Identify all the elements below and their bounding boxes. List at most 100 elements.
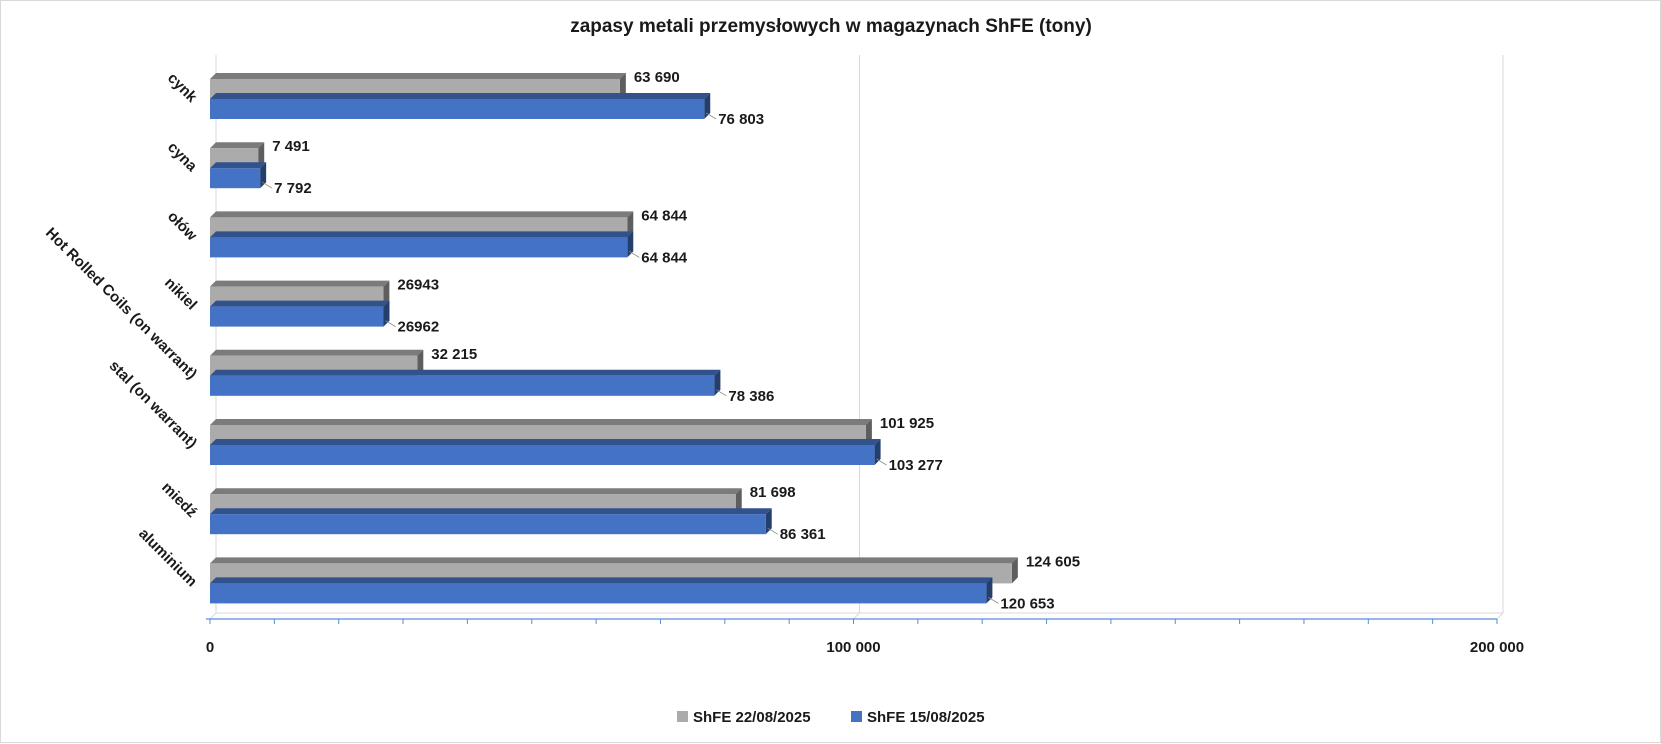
bar-side-face [627, 231, 634, 258]
bar-top-face [210, 93, 711, 99]
bar-olow-series-2 [210, 231, 634, 258]
data-label-leader [629, 251, 640, 258]
x-axis: 0 100 000 200 000 [206, 618, 1524, 656]
data-label: 26962 [398, 319, 440, 336]
bar-side-face [704, 93, 711, 119]
legend-label: ShFE 22/08/2025 [693, 709, 811, 726]
bar-cynk-series-2 [210, 93, 711, 119]
bar-front-face [210, 514, 766, 535]
data-label: 63 690 [634, 69, 680, 86]
bar-side-face [260, 162, 267, 189]
x-tick-label: 0 [206, 639, 214, 656]
bar-front-face [210, 237, 628, 258]
bar-front-face [210, 445, 875, 465]
data-label: 7 491 [272, 138, 310, 155]
bar-aluminium-series-2 [210, 577, 993, 604]
bar-hot-rolled-coils-on-warrant-series-2 [210, 369, 721, 396]
category-label: aluminium [135, 525, 200, 590]
chart-title: zapasy metali przemysłowych w magazynach… [570, 16, 1092, 37]
legend-item-1[interactable]: ShFE 22/08/2025 [677, 709, 811, 726]
bar-side-face [258, 142, 265, 169]
data-label: 86 361 [780, 526, 826, 543]
bar-front-face [210, 375, 715, 396]
bar-side-face [874, 439, 881, 465]
data-label: 64 844 [641, 207, 688, 224]
bar-top-face [210, 211, 634, 218]
data-label: 78 386 [728, 388, 774, 405]
bar-top-face [210, 349, 424, 356]
bar-top-face [210, 73, 626, 79]
data-label: 103 277 [889, 457, 943, 474]
data-label: 32 215 [431, 346, 477, 363]
data-label: 64 844 [641, 249, 688, 266]
bar-side-face [986, 577, 993, 604]
bar-top-face [210, 231, 634, 238]
gridline-floor [209, 612, 217, 620]
data-label: 124 605 [1026, 553, 1080, 570]
grid-layer [209, 55, 1504, 620]
bar-side-face [383, 300, 390, 327]
category-label: ołów [164, 208, 200, 244]
category-label: nikiel [161, 274, 200, 313]
bar-top-face [210, 162, 267, 169]
category-label: cynk [164, 70, 201, 107]
data-label-leader [716, 389, 727, 397]
bar-side-face [417, 349, 424, 376]
data-label: 76 803 [718, 111, 764, 128]
x-tick-label: 200 000 [1470, 639, 1524, 656]
category-label: miedź [158, 479, 200, 521]
gridline-floor [853, 612, 860, 620]
bar-top-face [210, 280, 390, 287]
bar-top-face [210, 300, 390, 307]
gridline-floor [1496, 612, 1504, 620]
bar-miedz-series-2 [210, 508, 772, 535]
bar-top-face [210, 488, 742, 495]
bar-side-face [865, 419, 872, 445]
legend-swatch [851, 711, 862, 722]
data-label-leader [876, 458, 887, 466]
bar-front-face [210, 583, 987, 604]
data-labels: 63 690 76 803 7 491 7 792 64 844 64 844 26943 2… [261, 69, 1080, 612]
data-label: 101 925 [880, 415, 934, 432]
bar-top-face [210, 508, 772, 515]
bar-front-face [210, 306, 384, 327]
category-label: Hot Rolled Coils (on warrant) [42, 224, 200, 382]
data-label: 81 698 [750, 484, 796, 501]
bars-layer [210, 73, 1018, 604]
legend-swatch [677, 711, 688, 722]
data-label: 26943 [397, 277, 439, 294]
data-label: 7 792 [274, 180, 312, 197]
bar-stal-on-warrant-series-2 [210, 439, 881, 465]
bar-top-face [210, 577, 993, 584]
data-label-leader [706, 112, 717, 120]
data-label: 120 653 [1000, 595, 1054, 612]
bar-front-face [210, 168, 261, 189]
bar-side-face [627, 211, 634, 238]
bar-top-face [210, 369, 721, 376]
data-label-leader [261, 181, 273, 189]
legend-item-2[interactable]: ShFE 15/08/2025 [851, 709, 985, 726]
legend-label: ShFE 15/08/2025 [867, 709, 985, 726]
bar-side-face [765, 508, 772, 535]
category-label: cyna [164, 139, 201, 176]
data-label-leader [767, 527, 778, 535]
bar-side-face [619, 73, 626, 99]
bar-top-face [210, 557, 1018, 564]
bar-nikiel-series-2 [210, 300, 390, 327]
bar-side-face [735, 488, 742, 515]
bar-cyna-series-2 [210, 162, 267, 189]
x-tick-label: 100 000 [826, 639, 880, 656]
bar-top-face [210, 142, 265, 149]
data-label-leader [385, 320, 396, 327]
bar-top-face [210, 439, 881, 445]
legend[interactable]: ShFE 22/08/2025 ShFE 15/08/2025 [677, 709, 985, 726]
bar-front-face [210, 99, 705, 119]
data-label-leader [988, 597, 999, 604]
bar-side-face [383, 280, 390, 307]
bar-side-face [1011, 557, 1018, 584]
bar-side-face [714, 369, 721, 396]
bar-top-face [210, 419, 872, 425]
